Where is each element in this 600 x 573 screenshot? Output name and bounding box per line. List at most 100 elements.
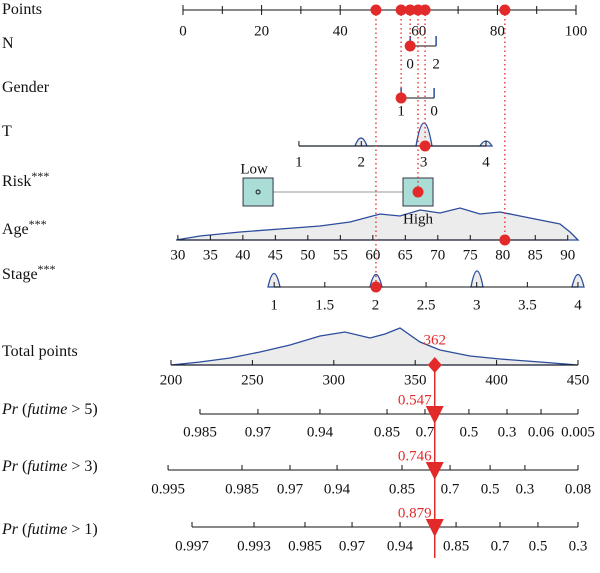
tick-label: 2 (358, 154, 366, 170)
label-part: Pr (1, 458, 19, 475)
tick-label: 2 (432, 56, 440, 72)
row-label: Pr (futime > 1) (1, 521, 98, 538)
tick-label: 0.06 (528, 424, 555, 440)
label-text: Stage (2, 266, 38, 283)
tick-label: 0.94 (387, 538, 414, 554)
score-dot (419, 140, 431, 152)
label-text: Total points (2, 343, 78, 360)
row-label: Risk*** (2, 169, 49, 190)
row-label: Gender (2, 79, 50, 96)
total-marker (427, 357, 442, 373)
points-dot (499, 4, 511, 16)
tick-label: 0.3 (569, 538, 588, 554)
label-part: ( (18, 458, 27, 475)
score-dot (370, 281, 382, 293)
tick-label: 4 (482, 154, 490, 170)
tick-label: 0.97 (339, 538, 366, 554)
row-label: Pr (futime > 5) (1, 401, 98, 418)
tick-label: 20 (254, 23, 269, 39)
tick-label: 0.94 (324, 481, 351, 497)
label-part: > 1) (67, 521, 97, 538)
tick-label: 0.5 (481, 481, 500, 497)
tick-label: 400 (485, 372, 508, 388)
label-part: > 5) (67, 401, 97, 418)
tick-label: 40 (235, 247, 250, 263)
score-dot (404, 40, 416, 52)
tick-label: 60 (365, 247, 380, 263)
significance: *** (31, 169, 49, 183)
total-value: 362 (423, 332, 446, 348)
tick-label: 200 (160, 372, 183, 388)
tick-label: 2 (372, 297, 380, 313)
tick-label: 60 (411, 23, 426, 39)
tick-label: 350 (404, 372, 427, 388)
label-text: Points (2, 1, 42, 18)
significance: *** (38, 262, 56, 276)
row-label: N (2, 35, 14, 52)
tick-label: 0 (406, 56, 414, 72)
tick-label: 0.985 (225, 481, 259, 497)
score-dot (412, 186, 424, 198)
label-text: N (2, 35, 14, 52)
label-part: Pr (1, 521, 19, 538)
points-dot (404, 4, 416, 16)
label-part: ( (18, 401, 27, 418)
tick-label: 0.94 (307, 424, 334, 440)
tick-label: 0.985 (288, 538, 322, 554)
tick-label: 0.3 (516, 481, 535, 497)
prob-value: 0.746 (398, 448, 432, 464)
label-part: futime (27, 401, 67, 418)
tick-label: 0.3 (498, 424, 517, 440)
category-label: Low (240, 161, 268, 177)
total-density (170, 327, 579, 366)
tick-label: 0.993 (237, 538, 271, 554)
tick-label: 80 (490, 23, 505, 39)
prob-marker (425, 462, 444, 480)
score-dot (499, 234, 511, 246)
prob-marker (425, 519, 444, 537)
label-text: Risk (2, 173, 31, 190)
significance: *** (29, 217, 47, 231)
tick-label: 0.08 (565, 481, 591, 497)
row-label: T (2, 123, 12, 140)
tick-label: 70 (430, 247, 445, 263)
tick-label: 300 (323, 372, 346, 388)
tick-label: 2.5 (417, 297, 436, 313)
tick-label: 90 (560, 247, 575, 263)
tick-label: 0.97 (277, 481, 304, 497)
tick-label: 0.005 (561, 424, 595, 440)
tick-label: 30 (170, 247, 185, 263)
tick-label: 3 (473, 297, 481, 313)
tick-label: 0 (430, 103, 438, 119)
tick-label: 0.85 (443, 538, 469, 554)
points-dot (370, 4, 382, 16)
t-density (299, 122, 494, 147)
label-text: T (2, 123, 12, 140)
label-part: ( (18, 521, 27, 538)
tick-label: 85 (528, 247, 543, 263)
tick-label: 450 (567, 372, 590, 388)
points-dot (412, 4, 424, 16)
tick-label: 1 (397, 103, 405, 119)
category-dot (255, 189, 261, 195)
tick-label: 35 (203, 247, 218, 263)
label-part: Pr (1, 401, 19, 418)
tick-label: 3 (420, 154, 428, 170)
tick-label: 0.85 (374, 424, 400, 440)
tick-label: 0.7 (491, 538, 510, 554)
row-label: Pr (futime > 3) (1, 458, 98, 475)
tick-label: 4 (574, 297, 582, 313)
row-label: Stage*** (2, 262, 56, 283)
tick-label: 0.995 (151, 481, 185, 497)
score-dot (395, 92, 407, 104)
prob-value: 0.547 (398, 392, 432, 408)
stage-density (267, 270, 585, 288)
label-part: > 3) (67, 458, 97, 475)
tick-label: 0.5 (460, 424, 479, 440)
tick-label: 40 (333, 23, 348, 39)
tick-label: 55 (333, 247, 348, 263)
category-box (242, 177, 274, 207)
tick-label: 250 (241, 372, 264, 388)
